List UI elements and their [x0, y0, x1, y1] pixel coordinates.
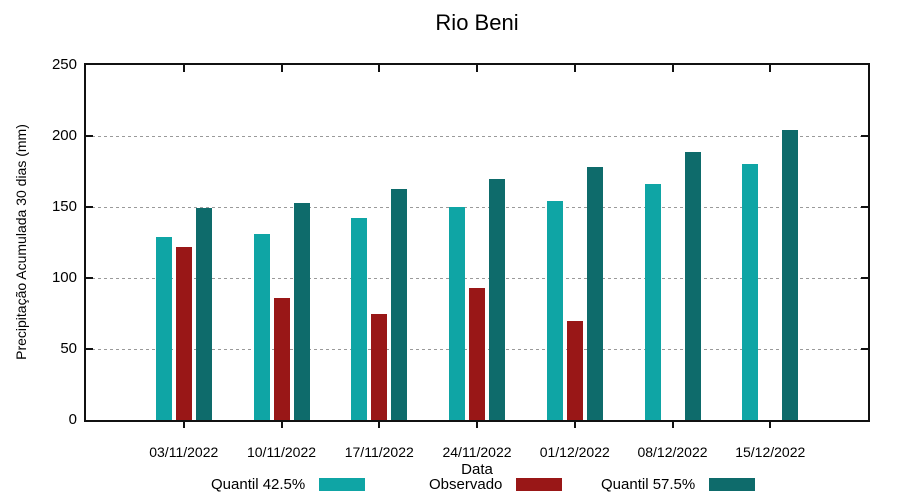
bar-quantil-42-5--3 [449, 207, 465, 420]
bar-quantil-57-5--4 [586, 167, 603, 420]
y-tick-left-150 [86, 206, 93, 208]
legend-swatch-quantil-57-5 [709, 478, 756, 491]
x-tick-top-3 [476, 65, 478, 72]
x-tick-label-5: 08/12/2022 [637, 444, 708, 460]
y-axis-title: Precipitação Acumulada 30 dias (mm) [13, 124, 29, 360]
y-tick-right-50 [861, 348, 868, 350]
x-tick-bottom-4 [573, 422, 576, 428]
legend-swatch-quantil-42-5 [319, 478, 366, 491]
x-tick-label-3: 24/11/2022 [442, 444, 512, 460]
gridline-200 [86, 135, 868, 137]
x-tick-top-0 [182, 65, 185, 72]
y-tick-left-200 [86, 135, 93, 137]
x-tick-label-4: 01/12/2022 [539, 444, 610, 460]
x-tick-top-2 [378, 65, 381, 72]
bar-quantil-57-5--2 [391, 188, 408, 420]
gridline-150 [86, 206, 868, 208]
x-tick-bottom-2 [378, 422, 381, 428]
bar-observado-4 [566, 320, 583, 420]
bar-quantil-42-5--4 [546, 201, 563, 420]
bar-quantil-57-5--6 [782, 130, 799, 420]
x-tick-top-4 [573, 65, 576, 72]
y-tick-label-100: 100 [51, 269, 77, 286]
bar-quantil-57-5--3 [489, 178, 505, 420]
x-tick-top-5 [671, 65, 674, 72]
bar-quantil-57-5--1 [293, 202, 310, 420]
chart-title: Rio Beni [435, 10, 519, 35]
x-tick-top-6 [769, 65, 772, 72]
x-tick-bottom-1 [280, 422, 283, 428]
x-axis-title: Data [461, 461, 493, 478]
legend-label-quantil-57-5: Quantil 57.5% [601, 476, 696, 493]
gridline-100 [86, 277, 868, 279]
bar-observado-0 [175, 246, 192, 420]
bar-quantil-42-5--6 [742, 164, 759, 420]
legend-label-quantil-42-5: Quantil 42.5% [211, 476, 306, 493]
bar-quantil-42-5--0 [155, 236, 172, 420]
y-tick-right-200 [861, 135, 868, 137]
y-tick-left-100 [86, 277, 93, 279]
bar-quantil-57-5--5 [684, 151, 701, 420]
bar-observado-2 [371, 313, 388, 420]
x-tick-label-6: 15/12/2022 [735, 444, 806, 460]
y-tick-label-50: 50 [60, 340, 77, 357]
y-tick-label-150: 150 [51, 198, 77, 215]
x-tick-label-2: 17/11/2022 [344, 444, 414, 460]
x-tick-bottom-6 [769, 422, 772, 428]
x-tick-top-1 [280, 65, 283, 72]
legend-item-quantil-42-5: Quantil 42.5% [211, 476, 366, 493]
y-tick-label-200: 200 [51, 127, 77, 144]
bar-observado-1 [273, 297, 290, 420]
legend-item-observado: Observado [429, 476, 563, 493]
legend-swatch-observado [516, 478, 563, 491]
y-tick-right-150 [861, 206, 868, 208]
y-tick-label-0: 0 [68, 411, 77, 428]
x-tick-label-1: 10/11/2022 [246, 444, 317, 460]
bar-quantil-42-5--2 [351, 218, 368, 420]
y-tick-right-100 [861, 277, 868, 279]
legend-item-quantil-57-5: Quantil 57.5% [601, 476, 756, 493]
x-tick-bottom-0 [182, 422, 185, 428]
x-tick-bottom-5 [671, 422, 674, 428]
y-tick-label-250: 250 [51, 56, 77, 73]
y-tick-left-50 [86, 348, 93, 350]
bar-observado-3 [469, 287, 485, 420]
bar-quantil-57-5--0 [195, 208, 212, 420]
legend-label-observado: Observado [429, 476, 503, 493]
bar-quantil-42-5--5 [644, 184, 661, 420]
bar-quantil-42-5--1 [253, 233, 270, 420]
plot-area [84, 63, 870, 422]
x-tick-label-0: 03/11/2022 [149, 444, 219, 460]
x-tick-bottom-3 [476, 422, 478, 428]
